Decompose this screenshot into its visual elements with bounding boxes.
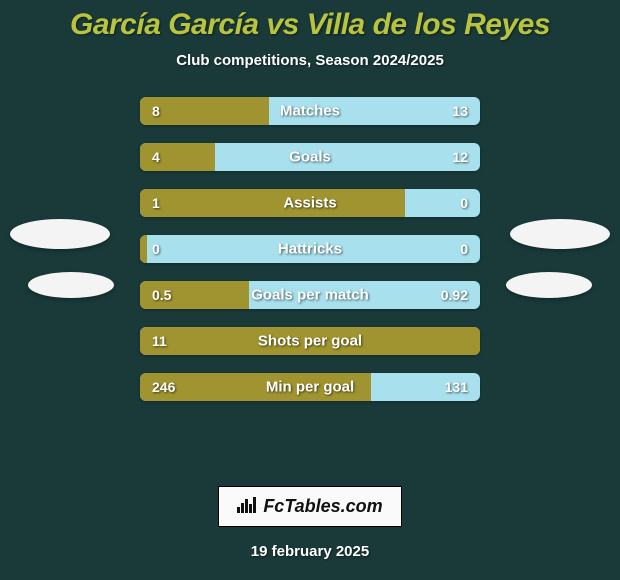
player-right-oval-1	[510, 219, 610, 249]
content-container: García García vs Villa de los Reyes Club…	[0, 0, 620, 580]
player-right-oval-2	[506, 272, 592, 298]
player-left-oval-2	[28, 272, 114, 298]
stat-bar-left-fill	[140, 97, 269, 125]
stat-row: Matches813	[140, 97, 480, 125]
footer: FcTables.com 19 february 2025	[0, 478, 620, 580]
stat-label: Hattricks	[140, 241, 480, 258]
date-text: 19 february 2025	[251, 543, 369, 560]
stat-bar-left-fill	[140, 235, 147, 263]
subtitle: Club competitions, Season 2024/2025	[176, 52, 444, 69]
stat-row: Goals412	[140, 143, 480, 171]
stat-value-right: 131	[445, 379, 468, 395]
stat-row: Hattricks0 0	[140, 235, 480, 263]
stat-bar-left-fill	[140, 373, 371, 401]
stat-bar-left-fill	[140, 189, 405, 217]
stat-row: Shots per goal11	[140, 327, 480, 355]
stat-row: Assists10	[140, 189, 480, 217]
stat-value-right: 0	[460, 195, 468, 211]
stat-value-right: 12	[452, 149, 468, 165]
stat-bar-left-fill	[140, 143, 215, 171]
stats-bars: Matches813Goals412Assists10Hattricks00Go…	[140, 97, 480, 419]
stat-value-right: 0.92	[441, 287, 468, 303]
page-title: García García vs Villa de los Reyes	[70, 8, 550, 42]
stat-bar-left-fill	[140, 281, 249, 309]
barchart-icon	[237, 495, 257, 518]
stat-row: Min per goal246131	[140, 373, 480, 401]
stat-row: Goals per match0.50.92	[140, 281, 480, 309]
stat-value-right: 13	[452, 103, 468, 119]
stat-value-left: 0	[152, 241, 160, 257]
stat-bar-left-fill	[140, 327, 480, 355]
watermark: FcTables.com	[218, 486, 401, 527]
watermark-text: FcTables.com	[263, 496, 382, 517]
chart-area: Matches813Goals412Assists10Hattricks00Go…	[0, 97, 620, 478]
player-left-oval-1	[10, 219, 110, 249]
stat-value-right: 0	[460, 241, 468, 257]
